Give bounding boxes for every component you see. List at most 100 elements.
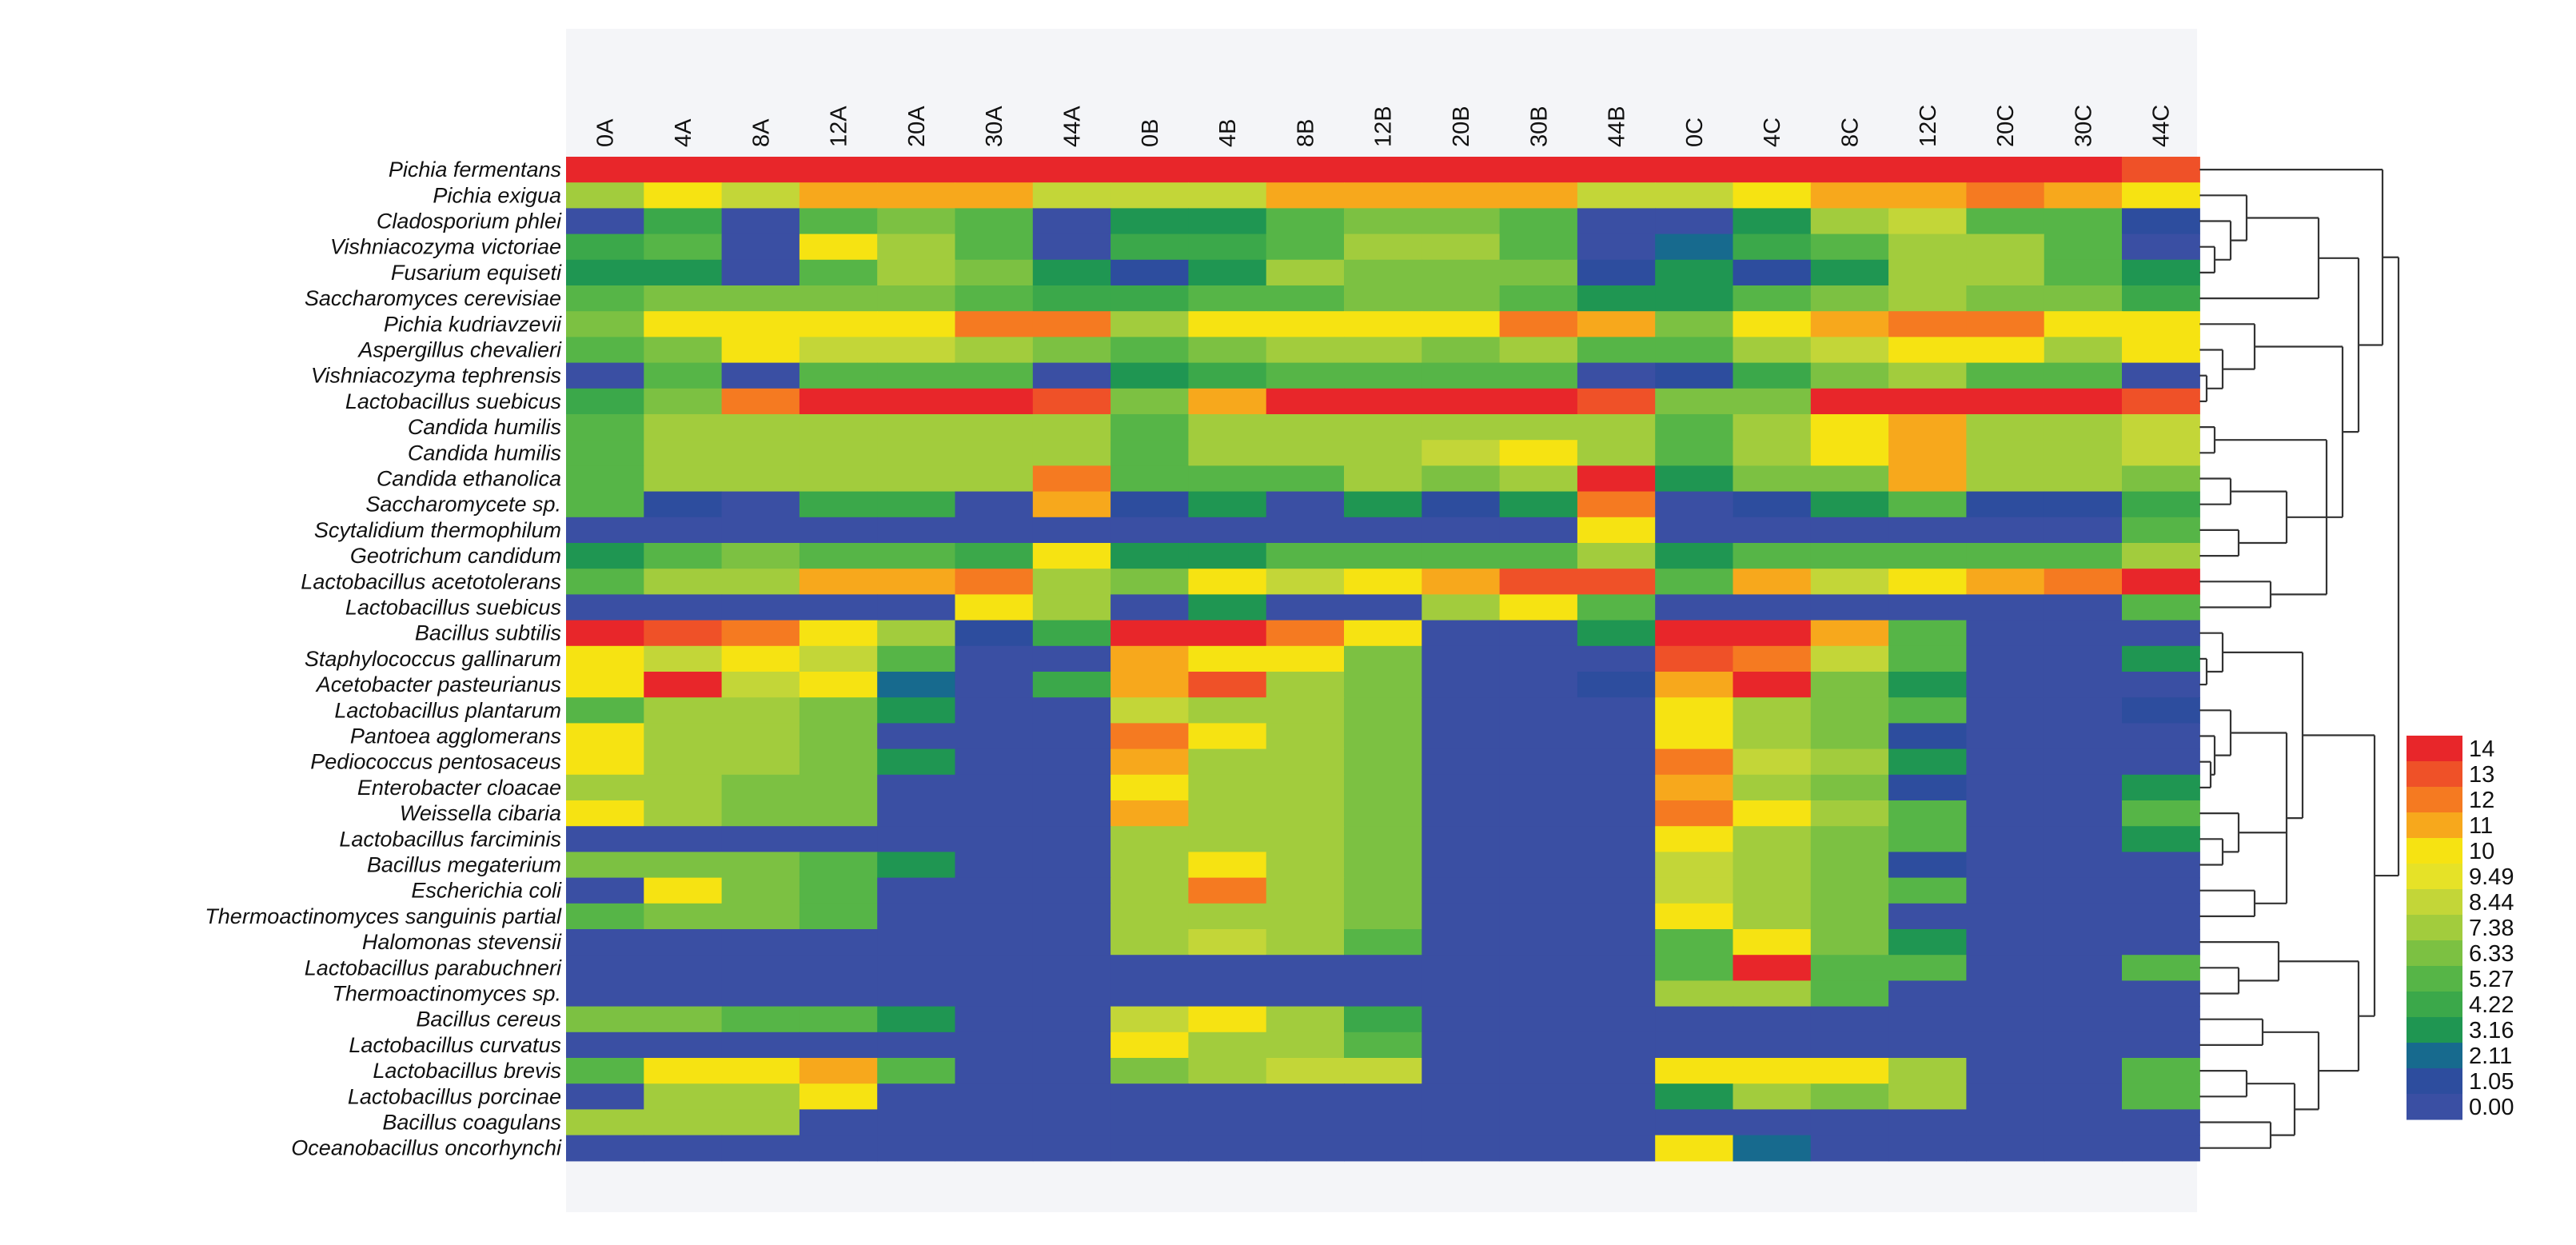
heatmap-cell: [1188, 980, 1267, 1008]
heatmap-cell: [644, 748, 723, 776]
legend-swatch: [2407, 1068, 2462, 1095]
heatmap-cell: [1188, 697, 1267, 724]
heatmap-cell: [1032, 1032, 1111, 1059]
heatmap-cell: [1111, 645, 1189, 672]
heatmap-cell: [1032, 569, 1111, 595]
heatmap-cell: [644, 1109, 723, 1136]
heatmap-cell: [1266, 723, 1345, 750]
heatmap-cell: [955, 259, 1034, 286]
heatmap-cell: [566, 285, 644, 312]
heatmap-cell: [1966, 543, 2045, 569]
heatmap-cell: [1111, 1032, 1189, 1059]
heatmap-cell: [1888, 491, 1967, 518]
column-label: 4B: [1215, 119, 1241, 147]
column-label: 20C: [1993, 105, 2019, 147]
heatmap-cell: [644, 157, 723, 183]
heatmap-cell: [1111, 1109, 1189, 1136]
heatmap-cell: [566, 955, 644, 981]
heatmap-cell: [1966, 980, 2045, 1008]
heatmap-cell: [721, 697, 800, 724]
heatmap-cell: [955, 723, 1034, 750]
column-label: 12B: [1371, 106, 1397, 147]
heatmap-cell: [721, 980, 800, 1008]
heatmap-cell: [644, 826, 723, 852]
heatmap-cell: [1344, 748, 1422, 776]
heatmap-cell: [566, 1135, 644, 1162]
heatmap-cell: [1577, 903, 1656, 930]
heatmap-cell: [644, 208, 723, 235]
heatmap-cell: [1499, 903, 1578, 930]
heatmap-cell: [1733, 697, 1812, 724]
heatmap-cell: [2044, 826, 2123, 852]
heatmap-cell: [1655, 955, 1734, 981]
heatmap-cell: [1032, 852, 1111, 879]
heatmap-cell: [1499, 1032, 1578, 1059]
heatmap-cell: [721, 826, 800, 852]
heatmap-cell: [1810, 388, 1889, 415]
row-label: Acetobacter pasteurianus: [315, 672, 561, 696]
heatmap-cell: [2122, 259, 2200, 286]
heatmap-cell: [1966, 1083, 2045, 1110]
heatmap-cell: [1577, 465, 1656, 493]
heatmap-cell: [2122, 543, 2200, 569]
heatmap-cell: [1111, 1135, 1189, 1162]
heatmap-cell: [2122, 723, 2200, 750]
row-label: Lactobacillus curvatus: [349, 1033, 561, 1057]
heatmap-cell: [1422, 543, 1501, 569]
heatmap-cell: [1266, 672, 1345, 698]
heatmap-cell: [1266, 697, 1345, 724]
column-label: 0B: [1138, 119, 1163, 147]
heatmap-cell: [1188, 1135, 1267, 1162]
heatmap-cell: [1733, 285, 1812, 312]
heatmap-cell: [644, 672, 723, 698]
heatmap-cell: [2044, 594, 2123, 621]
heatmap-cell: [1344, 157, 1422, 183]
heatmap-cell: [1344, 645, 1422, 672]
row-label: Candida humilis: [408, 415, 561, 439]
heatmap-cell: [1422, 1006, 1501, 1033]
heatmap-cell: [955, 362, 1034, 389]
heatmap-cell: [1810, 517, 1889, 544]
heatmap-cell: [721, 1083, 800, 1110]
heatmap-cell: [2122, 826, 2200, 852]
heatmap-cell: [1111, 491, 1189, 518]
heatmap-cell: [1966, 1032, 2045, 1059]
column-label: 8C: [1837, 118, 1863, 147]
heatmap-cell: [2044, 903, 2123, 930]
heatmap-cell: [799, 1109, 878, 1136]
heatmap-cell: [799, 1006, 878, 1033]
heatmap-cell: [1499, 233, 1578, 261]
heatmap-cell: [1111, 929, 1189, 956]
heatmap-cell: [644, 311, 723, 337]
heatmap-cell: [1188, 852, 1267, 879]
column-label: 8B: [1293, 119, 1318, 147]
heatmap-cell: [1499, 774, 1578, 801]
heatmap-cell: [1655, 1109, 1734, 1136]
heatmap-cell: [644, 569, 723, 595]
heatmap-cell: [955, 697, 1034, 724]
heatmap-cell: [1111, 748, 1189, 776]
legend-label: 1.05: [2469, 1069, 2514, 1095]
heatmap-cell: [2122, 800, 2200, 827]
heatmap-cell: [566, 259, 644, 286]
heatmap-cell: [799, 311, 878, 337]
heatmap-cell: [1499, 1006, 1578, 1033]
heatmap-cell: [877, 311, 956, 337]
heatmap-cell: [1577, 311, 1656, 337]
heatmap-cell: [2044, 182, 2123, 209]
row-label: Lactobacillus parabuchneri: [305, 956, 562, 980]
heatmap-cell: [1577, 259, 1656, 286]
heatmap-cell: [644, 285, 723, 312]
heatmap-cell: [1577, 388, 1656, 415]
heatmap-cell: [1810, 852, 1889, 879]
heatmap-cell: [1188, 337, 1267, 364]
heatmap-cell: [1422, 311, 1501, 337]
heatmap-cell: [2122, 414, 2200, 441]
heatmap-cell: [799, 1135, 878, 1162]
heatmap-cell: [1733, 1109, 1812, 1136]
heatmap-cell: [1266, 569, 1345, 595]
heatmap-cell: [2122, 182, 2200, 209]
heatmap-cell: [877, 491, 956, 518]
heatmap-cell: [1577, 980, 1656, 1008]
heatmap-cell: [1888, 929, 1967, 956]
